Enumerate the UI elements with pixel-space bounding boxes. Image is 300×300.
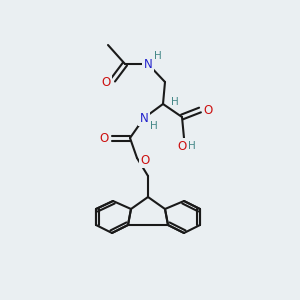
Text: O: O [99, 131, 109, 145]
Text: H: H [154, 51, 162, 61]
Text: O: O [177, 140, 187, 152]
Text: O: O [101, 76, 111, 89]
Text: H: H [150, 121, 158, 131]
Text: H: H [188, 141, 196, 151]
Text: O: O [203, 103, 213, 116]
Text: N: N [144, 58, 152, 70]
Text: O: O [140, 154, 150, 166]
Text: N: N [140, 112, 148, 124]
Text: H: H [171, 97, 179, 107]
